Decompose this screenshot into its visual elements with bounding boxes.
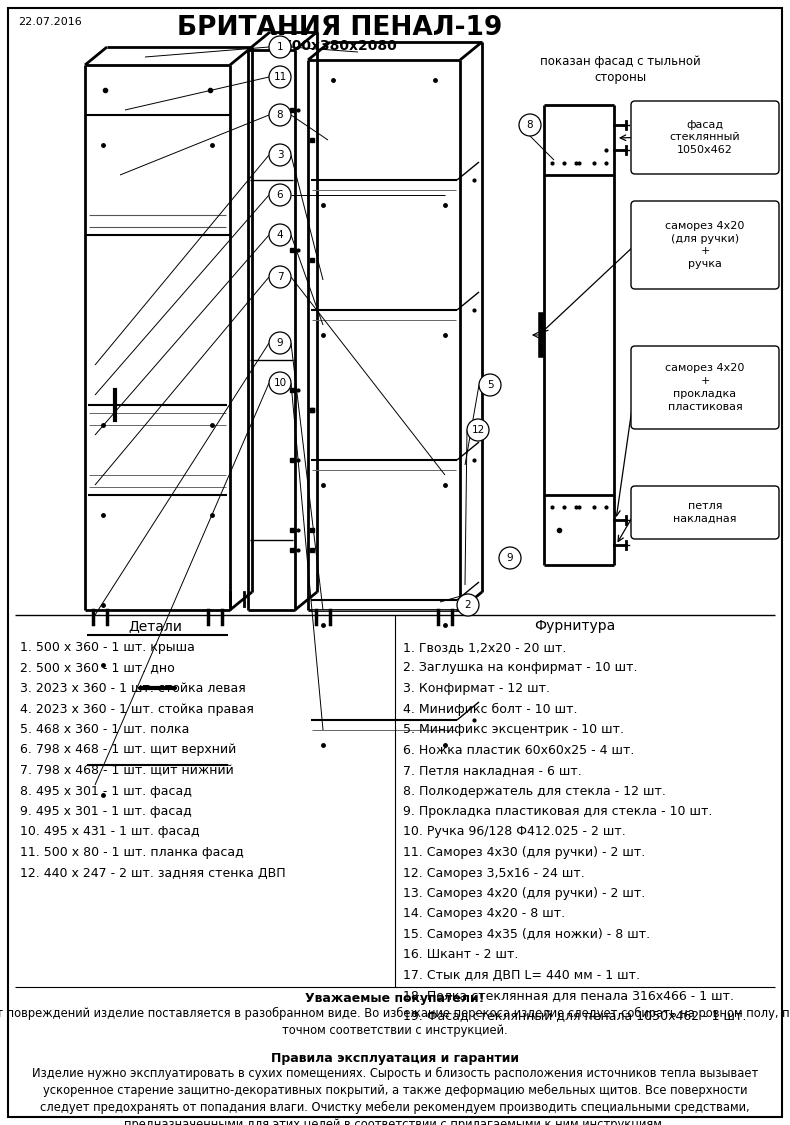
Text: 9: 9 [506,554,514,562]
Circle shape [467,418,489,441]
Text: 4. 2023 х 360 - 1 шт. стойка правая: 4. 2023 х 360 - 1 шт. стойка правая [20,702,254,716]
Text: 14. Саморез 4х20 - 8 шт.: 14. Саморез 4х20 - 8 шт. [403,908,565,920]
Text: 5: 5 [487,380,493,390]
Text: Для удобства транспортировки и предохранения от повреждений изделие поставляется: Для удобства транспортировки и предохран… [0,1007,790,1037]
Circle shape [269,36,291,58]
FancyBboxPatch shape [631,486,779,539]
FancyBboxPatch shape [631,346,779,429]
Text: 12: 12 [472,425,484,435]
Circle shape [269,224,291,246]
Text: 8: 8 [527,120,533,130]
Circle shape [519,114,541,136]
Circle shape [269,104,291,126]
Text: 4. Минификс болт - 10 шт.: 4. Минификс болт - 10 шт. [403,702,577,716]
Text: 10. Ручка 96/128 Ф412.025 - 2 шт.: 10. Ручка 96/128 Ф412.025 - 2 шт. [403,826,626,838]
Text: Фурнитура: Фурнитура [534,619,615,633]
Text: 8. 495 х 301 - 1 шт. фасад: 8. 495 х 301 - 1 шт. фасад [20,784,192,798]
Text: 7: 7 [276,272,284,282]
Circle shape [269,266,291,288]
Text: 1. 500 х 360 - 1 шт. крыша: 1. 500 х 360 - 1 шт. крыша [20,641,195,654]
Text: 12. Саморез 3,5х16 - 24 шт.: 12. Саморез 3,5х16 - 24 шт. [403,866,585,880]
Circle shape [269,66,291,88]
Circle shape [479,374,501,396]
Text: 8: 8 [276,110,284,120]
Text: 7. Петля накладная - 6 шт.: 7. Петля накладная - 6 шт. [403,764,581,777]
Text: 8. Полкодержатель для стекла - 12 шт.: 8. Полкодержатель для стекла - 12 шт. [403,784,666,798]
Circle shape [269,184,291,206]
Text: 5. 468 х 360 - 1 шт. полка: 5. 468 х 360 - 1 шт. полка [20,723,190,736]
Text: 15. Саморез 4х35 (для ножки) - 8 шт.: 15. Саморез 4х35 (для ножки) - 8 шт. [403,928,650,940]
Text: 6. Ножка пластик 60х60х25 - 4 шт.: 6. Ножка пластик 60х60х25 - 4 шт. [403,744,634,756]
Text: 11. 500 х 80 - 1 шт. планка фасад: 11. 500 х 80 - 1 шт. планка фасад [20,846,244,860]
Text: 9: 9 [276,338,284,348]
Text: 1: 1 [276,42,284,52]
Text: фасад
стеклянный
1050х462: фасад стеклянный 1050х462 [670,119,740,155]
Text: 6: 6 [276,190,284,200]
Text: 2. Заглушка на конфирмат - 10 шт.: 2. Заглушка на конфирмат - 10 шт. [403,662,638,675]
FancyBboxPatch shape [631,201,779,289]
Text: 3: 3 [276,150,284,160]
Text: 2: 2 [465,600,472,610]
Text: 16. Шкант - 2 шт.: 16. Шкант - 2 шт. [403,948,518,962]
Text: показан фасад с тыльной
стороны: показан фасад с тыльной стороны [540,55,701,84]
Circle shape [269,332,291,354]
Text: петля
накладная: петля накладная [673,501,737,524]
Text: 3. 2023 х 360 - 1 шт. стойка левая: 3. 2023 х 360 - 1 шт. стойка левая [20,682,246,695]
Text: 11. Саморез 4х30 (для ручки) - 2 шт.: 11. Саморез 4х30 (для ручки) - 2 шт. [403,846,645,860]
Circle shape [499,547,521,569]
Text: 22.07.2016: 22.07.2016 [18,17,81,27]
Text: 4: 4 [276,229,284,240]
Text: 7. 798 х 468 - 1 шт. щит нижний: 7. 798 х 468 - 1 шт. щит нижний [20,764,234,777]
Text: 5. Минификс эксцентрик - 10 шт.: 5. Минификс эксцентрик - 10 шт. [403,723,624,736]
Text: Детали: Детали [128,619,182,633]
Circle shape [269,372,291,394]
Text: БРИТАНИЯ ПЕНАЛ-19: БРИТАНИЯ ПЕНАЛ-19 [177,15,502,40]
Text: 9. Прокладка пластиковая для стекла - 10 шт.: 9. Прокладка пластиковая для стекла - 10… [403,806,713,818]
Text: 11: 11 [273,72,287,82]
Text: 13. Саморез 4х20 (для ручки) - 2 шт.: 13. Саморез 4х20 (для ручки) - 2 шт. [403,886,645,900]
Text: 17. Стык для ДВП L= 440 мм - 1 шт.: 17. Стык для ДВП L= 440 мм - 1 шт. [403,969,640,982]
Text: Уважаемые покупатели!: Уважаемые покупатели! [305,992,485,1005]
Text: 10. 495 х 431 - 1 шт. фасад: 10. 495 х 431 - 1 шт. фасад [20,826,200,838]
Text: 18. Полка стеклянная для пенала 316х466 - 1 шт.: 18. Полка стеклянная для пенала 316х466 … [403,990,734,1002]
Text: саморез 4х20
(для ручки)
+
ручка: саморез 4х20 (для ручки) + ручка [665,220,745,269]
Circle shape [457,594,479,616]
Text: 12. 440 х 247 - 2 шт. задняя стенка ДВП: 12. 440 х 247 - 2 шт. задняя стенка ДВП [20,866,286,880]
Text: 3. Конфирмат - 12 шт.: 3. Конфирмат - 12 шт. [403,682,550,695]
Text: 9. 495 х 301 - 1 шт. фасад: 9. 495 х 301 - 1 шт. фасад [20,806,192,818]
Text: 19. Фасад стеклянный для пенала 1050х462 - 1 шт.: 19. Фасад стеклянный для пенала 1050х462… [403,1010,747,1023]
Text: 10: 10 [273,378,287,388]
Circle shape [269,144,291,166]
Text: 1. Гвоздь 1,2х20 - 20 шт.: 1. Гвоздь 1,2х20 - 20 шт. [403,641,566,654]
Text: 6. 798 х 468 - 1 шт. щит верхний: 6. 798 х 468 - 1 шт. щит верхний [20,744,236,756]
Text: Изделие нужно эксплуатировать в сухих помещениях. Сырость и близость расположени: Изделие нужно эксплуатировать в сухих по… [32,1066,758,1125]
FancyBboxPatch shape [631,101,779,174]
Text: саморез 4х20
+
прокладка
пластиковая: саморез 4х20 + прокладка пластиковая [665,363,745,412]
Text: 500х380х2080: 500х380х2080 [283,39,397,53]
Text: Правила эксплуатация и гарантии: Правила эксплуатация и гарантии [271,1052,519,1065]
Text: 2. 500 х 360 - 1 шт. дно: 2. 500 х 360 - 1 шт. дно [20,662,175,675]
